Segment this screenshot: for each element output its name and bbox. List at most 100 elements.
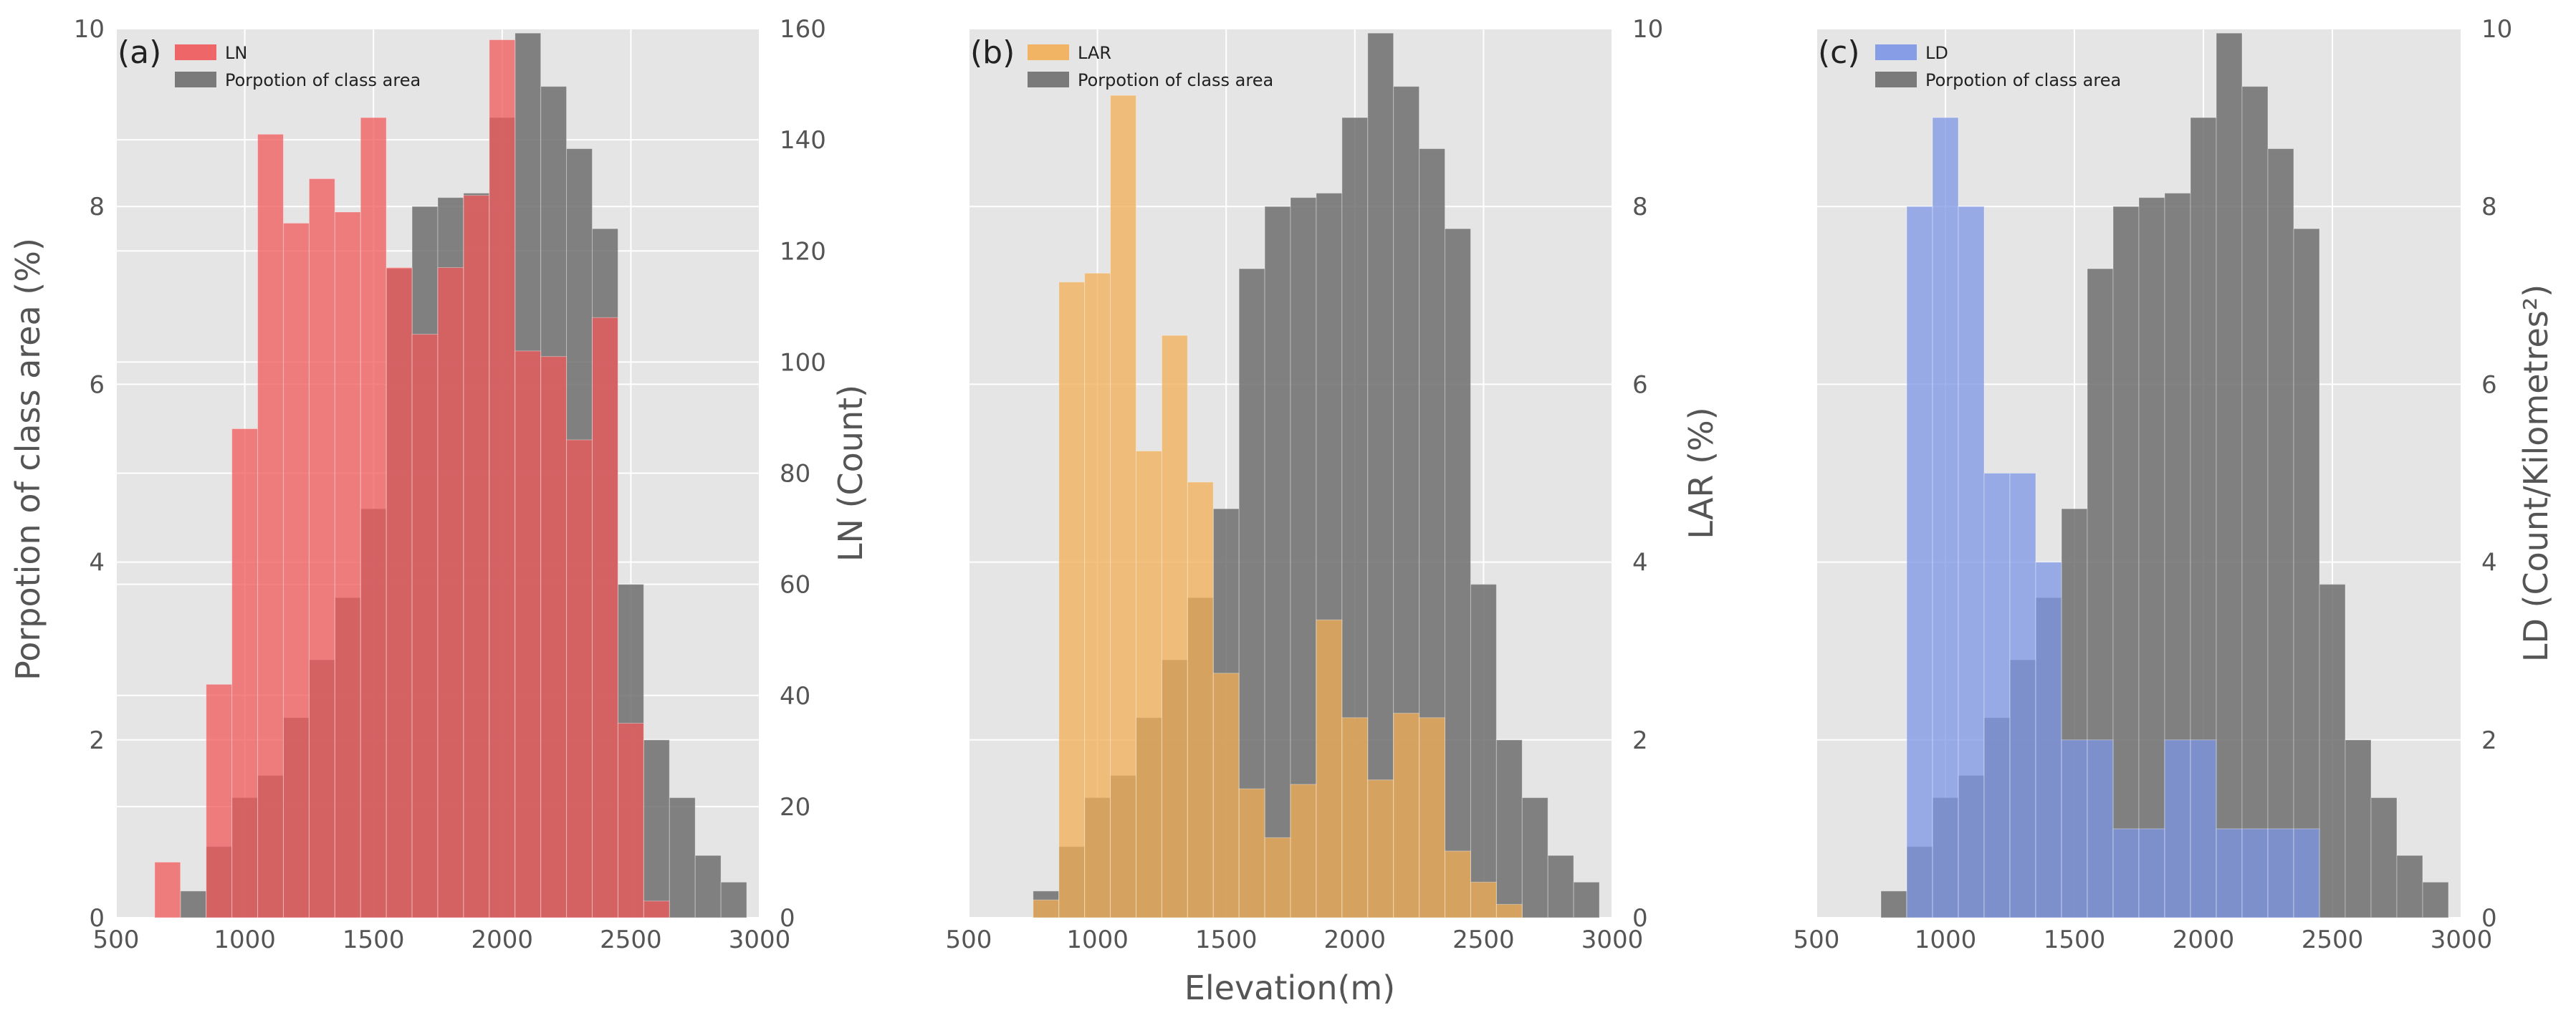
bar <box>1264 837 1291 918</box>
bar <box>2293 828 2320 918</box>
bar <box>1290 784 1317 918</box>
x-tick-label: 3000 <box>2431 926 2493 954</box>
left-y-tick-label: 6 <box>89 370 105 399</box>
right-y-tick-label: 8 <box>1632 193 1648 221</box>
bar <box>1932 117 1959 918</box>
bar <box>1367 32 1394 918</box>
right-y-tick-label: 6 <box>2481 370 2497 399</box>
bar <box>2396 855 2423 918</box>
bar <box>2216 828 2243 918</box>
bar <box>566 439 593 918</box>
bar <box>1084 272 1111 918</box>
bar <box>1187 481 1214 918</box>
x-tick-label: 1000 <box>1066 926 1129 954</box>
x-tick-label: 1500 <box>343 926 405 954</box>
panel-label: (b) <box>970 34 1015 71</box>
bar <box>1135 450 1162 918</box>
bar <box>2112 206 2140 918</box>
right-y-tick-label: 160 <box>780 15 826 44</box>
x-tick-label: 500 <box>1794 926 1840 954</box>
legend-label: LAR <box>1078 43 1111 63</box>
x-tick-label: 2000 <box>2173 926 2235 954</box>
x-tick-label: 1000 <box>214 926 276 954</box>
panel-label: (a) <box>118 34 161 71</box>
bar <box>180 890 207 918</box>
bar <box>669 797 696 918</box>
bar <box>540 356 568 918</box>
right-y-tick-label: 80 <box>780 460 810 489</box>
bar <box>206 683 233 918</box>
series-lar <box>1033 95 1523 918</box>
bar <box>2190 739 2217 918</box>
right-y-tick-label: 2 <box>1632 726 1648 755</box>
legend-swatch <box>1028 72 1069 87</box>
bar <box>231 428 259 918</box>
bar <box>334 211 361 918</box>
bar <box>643 900 670 918</box>
left-y-tick-label: 8 <box>89 193 105 221</box>
bar <box>437 267 464 918</box>
legend-swatch <box>1875 72 1917 87</box>
bar <box>2087 739 2114 918</box>
bar <box>1573 881 1600 918</box>
bar <box>386 267 413 918</box>
bar <box>1470 584 1497 918</box>
right-y-tick-label: 10 <box>1632 15 1663 44</box>
bar <box>154 861 181 918</box>
bar <box>257 133 284 918</box>
x-tick-label: 2000 <box>1324 926 1387 954</box>
bar <box>489 39 516 918</box>
bar <box>592 317 618 918</box>
right-y-tick-label: 120 <box>780 237 826 266</box>
bar <box>694 855 722 918</box>
left-y-tick-label: 4 <box>89 549 105 577</box>
legend: LD Porpotion of class area <box>1875 43 2121 90</box>
left-y-tick-label: 10 <box>74 15 105 44</box>
bar <box>2241 86 2269 918</box>
bar <box>1058 282 1086 918</box>
legend-label: Porpotion of class area <box>1925 70 2121 90</box>
bar <box>1547 855 1574 918</box>
bar <box>1445 228 1471 918</box>
legend-swatch <box>1028 44 1069 60</box>
bar <box>1110 95 1136 918</box>
bar <box>1419 717 1446 918</box>
bar <box>2345 739 2372 918</box>
bar <box>1341 717 1369 918</box>
panel-a: 500 1000 1500 2000 2500 300002468100204060801… <box>74 15 870 954</box>
legend-label: Porpotion of class area <box>1078 70 1273 90</box>
legend-swatch <box>175 44 216 60</box>
bar <box>2241 828 2269 918</box>
right-y-axis-title: LAR (%) <box>1682 407 1720 539</box>
bar <box>1521 797 1548 918</box>
x-tick-label: 1500 <box>1195 926 1258 954</box>
bar <box>2035 562 2062 918</box>
right-y-axis-title: LN (Count) <box>831 385 870 562</box>
bar <box>1212 673 1240 918</box>
bar <box>1316 619 1343 918</box>
bar <box>643 739 670 918</box>
bar <box>720 881 747 918</box>
bar <box>617 723 644 918</box>
bar <box>2138 828 2165 918</box>
legend-label: LD <box>1925 43 1948 63</box>
bar <box>2293 228 2320 918</box>
bar <box>308 178 335 918</box>
x-tick-label: 500 <box>946 926 992 954</box>
bar <box>514 350 542 918</box>
right-y-tick-label: 0 <box>780 904 795 933</box>
bar <box>1983 473 2011 918</box>
x-tick-label: 2500 <box>2302 926 2364 954</box>
right-y-tick-label: 2 <box>2481 726 2497 755</box>
bar <box>2267 148 2294 918</box>
x-tick-label: 1000 <box>1915 926 1977 954</box>
legend-swatch <box>175 72 216 87</box>
bar <box>2112 828 2140 918</box>
bar <box>1367 779 1394 918</box>
bar <box>2319 584 2346 918</box>
legend: LAR Porpotion of class area <box>1028 43 1273 90</box>
bar <box>1470 881 1497 918</box>
panels: 500 1000 1500 2000 2500 300002468100204060801… <box>74 15 2555 954</box>
